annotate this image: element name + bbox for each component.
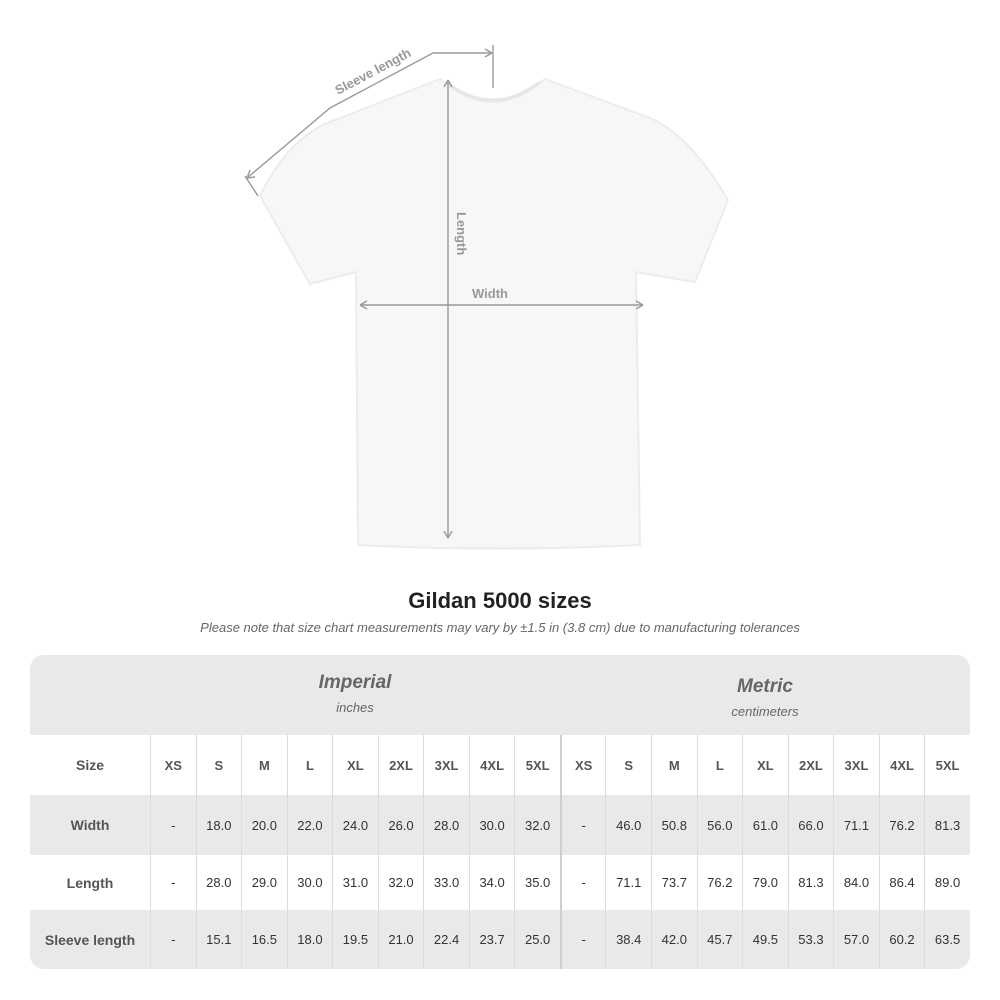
row-label: Width xyxy=(70,817,110,833)
table-row: Sleeve length -15.1 16.5 18.0 19.5 21.0 22.4 23… xyxy=(30,910,970,969)
imperial-group: Imperial inches xyxy=(150,672,560,715)
tshirt-image xyxy=(258,77,730,550)
imperial-value: 21.0 xyxy=(377,910,424,969)
imperial-value: 28.0 xyxy=(195,855,242,910)
metric-value: 56.0 xyxy=(696,795,743,855)
metric-value: 76.2 xyxy=(696,855,743,910)
metric-value: - xyxy=(559,910,606,969)
metric-value: 66.0 xyxy=(787,795,834,855)
metric-value: 57.0 xyxy=(833,910,879,969)
sleeve-length-arrow xyxy=(246,52,492,179)
size-table: Imperial inches Metric centimeters Size X… xyxy=(30,655,970,969)
metric-value: 38.4 xyxy=(605,910,651,969)
metric-value: 60.2 xyxy=(878,910,925,969)
table-row: Width -18.0 20.0 22.0 24.0 26.0 28.0 30.0 32.0-4… xyxy=(30,795,970,855)
imperial-value: 35.0 xyxy=(514,855,560,910)
chart-title: Gildan 5000 sizes xyxy=(408,588,592,613)
metric-value: 53.3 xyxy=(787,910,834,969)
imperial-value: 26.0 xyxy=(377,795,424,855)
imperial-value: 19.5 xyxy=(332,910,378,969)
metric-size-xl: XL xyxy=(742,735,788,795)
table-header: Imperial inches Metric centimeters xyxy=(30,655,970,735)
width-label: Width xyxy=(472,286,508,301)
metric-value: 79.0 xyxy=(742,855,788,910)
imperial-size-4xl: 4XL xyxy=(468,735,515,795)
metric-size-5xl: 5XL xyxy=(924,735,970,795)
metric-value: 84.0 xyxy=(833,855,879,910)
table-row: Length -28.0 29.0 30.0 31.0 32.0 33.0 34.0 35.0-… xyxy=(30,855,970,910)
imperial-value: - xyxy=(150,855,196,910)
imperial-size-l: L xyxy=(286,735,333,795)
sleeve-length-label: Sleeve length xyxy=(332,45,413,98)
imperial-value: 30.0 xyxy=(286,855,333,910)
imperial-value: 33.0 xyxy=(423,855,469,910)
metric-size-2xl: 2XL xyxy=(787,735,834,795)
size-header-row: Size XS S M L XL 2XL 3XL 4XL 5XL XS S M L XL 2XL 3XL 4XL 5… xyxy=(30,735,970,795)
metric-size-3xl: 3XL xyxy=(833,735,879,795)
imperial-value: 22.0 xyxy=(286,795,333,855)
metric-value: 50.8 xyxy=(651,795,697,855)
metric-value: 42.0 xyxy=(651,910,697,969)
imperial-value: 18.0 xyxy=(195,795,242,855)
metric-size-xs: XS xyxy=(559,735,606,795)
imperial-value: 15.1 xyxy=(195,910,242,969)
imperial-size-s: S xyxy=(195,735,242,795)
metric-size-l: L xyxy=(696,735,743,795)
metric-value: 73.7 xyxy=(651,855,697,910)
imperial-value: 18.0 xyxy=(286,910,333,969)
imperial-size-2xl: 2XL xyxy=(377,735,424,795)
imperial-size-xs: XS xyxy=(150,735,196,795)
imperial-size-5xl: 5XL xyxy=(514,735,560,795)
imperial-value: 25.0 xyxy=(514,910,560,969)
metric-size-4xl: 4XL xyxy=(878,735,925,795)
metric-value: 81.3 xyxy=(924,795,970,855)
metric-value: 89.0 xyxy=(924,855,970,910)
imperial-value: 34.0 xyxy=(468,855,515,910)
imperial-size-m: M xyxy=(241,735,287,795)
imperial-value: 24.0 xyxy=(332,795,378,855)
imperial-value: - xyxy=(150,910,196,969)
size-label: Size xyxy=(75,757,104,773)
metric-value: 71.1 xyxy=(605,855,651,910)
tshirt-diagram: Sleeve length Length Width xyxy=(244,45,730,550)
metric-value: 76.2 xyxy=(878,795,925,855)
metric-value: 63.5 xyxy=(924,910,970,969)
imperial-value: 29.0 xyxy=(241,855,287,910)
metric-value: 49.5 xyxy=(742,910,788,969)
metric-value: 46.0 xyxy=(605,795,651,855)
imperial-value: 23.7 xyxy=(468,910,515,969)
neckline xyxy=(445,80,541,102)
imperial-value: 30.0 xyxy=(468,795,515,855)
imperial-value: 16.5 xyxy=(241,910,287,969)
metric-value: 61.0 xyxy=(742,795,788,855)
metric-value: - xyxy=(559,855,606,910)
imperial-value: 28.0 xyxy=(423,795,469,855)
metric-unit: centimeters xyxy=(731,704,799,719)
metric-value: 45.7 xyxy=(696,910,743,969)
imperial-value: 20.0 xyxy=(241,795,287,855)
row-label: Length xyxy=(66,874,114,891)
imperial-size-3xl: 3XL xyxy=(423,735,469,795)
imperial-value: 22.4 xyxy=(423,910,469,969)
imperial-size-xl: XL xyxy=(332,735,378,795)
metric-size-s: S xyxy=(605,735,651,795)
metric-value: - xyxy=(559,795,606,855)
metric-value: 86.4 xyxy=(878,855,925,910)
metric-group: Metric centimeters xyxy=(560,676,970,719)
metric-value: 81.3 xyxy=(787,855,834,910)
imperial-unit: inches xyxy=(336,700,374,715)
tolerance-note: Please note that size chart measurements… xyxy=(200,620,800,635)
metric-title: Metric xyxy=(737,676,793,697)
metric-value: 71.1 xyxy=(833,795,879,855)
row-label: Sleeve length xyxy=(44,931,136,948)
imperial-title: Imperial xyxy=(318,672,392,693)
imperial-value: 32.0 xyxy=(514,795,560,855)
imperial-value: - xyxy=(150,795,196,855)
imperial-value: 31.0 xyxy=(332,855,378,910)
length-label: Length xyxy=(454,212,469,255)
imperial-value: 32.0 xyxy=(377,855,424,910)
metric-size-m: M xyxy=(651,735,697,795)
